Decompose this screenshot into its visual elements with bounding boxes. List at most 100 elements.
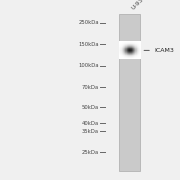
Bar xyxy=(125,53,126,54)
Bar xyxy=(125,53,126,54)
Bar xyxy=(129,47,130,48)
Bar xyxy=(134,54,135,55)
Bar xyxy=(130,47,131,48)
Bar xyxy=(126,42,127,43)
Bar xyxy=(127,51,128,52)
Bar xyxy=(137,42,138,43)
Bar xyxy=(133,47,134,48)
Bar xyxy=(125,44,126,45)
Bar xyxy=(121,45,122,46)
Bar xyxy=(124,52,125,53)
Bar xyxy=(124,58,125,59)
Bar xyxy=(131,47,132,48)
Bar xyxy=(128,47,129,48)
Bar xyxy=(130,44,131,45)
Bar xyxy=(122,54,123,55)
Bar xyxy=(135,46,136,47)
Bar xyxy=(119,42,120,43)
Bar xyxy=(121,47,122,48)
Bar xyxy=(139,46,140,47)
Bar xyxy=(125,57,126,58)
Bar xyxy=(138,50,139,51)
Bar xyxy=(124,54,125,55)
Bar xyxy=(124,47,125,48)
Bar xyxy=(120,49,121,50)
Bar xyxy=(126,44,127,45)
Bar xyxy=(130,56,131,57)
Bar xyxy=(137,57,138,58)
Bar xyxy=(139,47,140,48)
Bar xyxy=(136,50,137,51)
Bar xyxy=(130,53,131,54)
Bar xyxy=(137,53,138,54)
Bar xyxy=(125,48,126,49)
Bar xyxy=(124,42,125,43)
Bar xyxy=(132,58,133,59)
Bar xyxy=(121,50,122,51)
Bar xyxy=(125,47,126,48)
Bar xyxy=(136,46,137,47)
Bar xyxy=(124,46,125,47)
Bar xyxy=(124,49,125,50)
Bar xyxy=(130,52,131,53)
Bar xyxy=(126,46,127,47)
Bar xyxy=(135,47,136,48)
Bar xyxy=(135,46,136,47)
Bar xyxy=(119,47,120,48)
Bar xyxy=(121,47,122,48)
Bar xyxy=(119,42,120,43)
Bar xyxy=(123,46,124,47)
Bar xyxy=(129,52,130,53)
Bar xyxy=(137,56,138,57)
Bar xyxy=(135,48,136,49)
Bar xyxy=(125,51,126,52)
Bar xyxy=(140,57,141,58)
Bar xyxy=(125,54,126,55)
Bar xyxy=(140,43,141,44)
Bar xyxy=(136,53,137,54)
Bar xyxy=(125,57,126,58)
Bar xyxy=(125,50,126,51)
Bar xyxy=(124,45,125,46)
Bar xyxy=(140,50,141,51)
Bar xyxy=(131,44,132,45)
Bar xyxy=(119,47,120,48)
Bar xyxy=(125,42,126,43)
Bar xyxy=(133,43,134,44)
Bar xyxy=(128,42,129,43)
Bar xyxy=(139,54,140,55)
Bar xyxy=(119,52,120,53)
Bar xyxy=(119,42,120,43)
Bar xyxy=(123,54,124,55)
Bar xyxy=(119,41,120,42)
Bar xyxy=(119,58,120,59)
Bar xyxy=(130,52,131,53)
Bar xyxy=(136,46,137,47)
Bar xyxy=(139,43,140,44)
Bar xyxy=(125,45,126,46)
Bar xyxy=(120,55,121,56)
Bar xyxy=(139,57,140,58)
Bar xyxy=(124,56,125,57)
Bar xyxy=(120,43,121,44)
Bar xyxy=(129,43,130,44)
Bar xyxy=(120,56,121,57)
Bar xyxy=(135,46,136,47)
Bar xyxy=(123,45,124,46)
Bar xyxy=(122,45,123,46)
Bar xyxy=(132,57,133,58)
Bar xyxy=(123,51,124,52)
Bar xyxy=(133,57,134,58)
Bar xyxy=(124,42,125,43)
Bar xyxy=(132,41,133,42)
Bar xyxy=(139,54,140,55)
Bar xyxy=(133,42,134,43)
Bar xyxy=(125,53,126,54)
Bar xyxy=(136,54,137,55)
Bar xyxy=(131,43,132,44)
Bar xyxy=(127,56,128,57)
Text: 150kDa: 150kDa xyxy=(78,42,99,47)
Bar xyxy=(125,43,126,44)
Bar xyxy=(126,48,127,49)
Bar xyxy=(140,45,141,46)
